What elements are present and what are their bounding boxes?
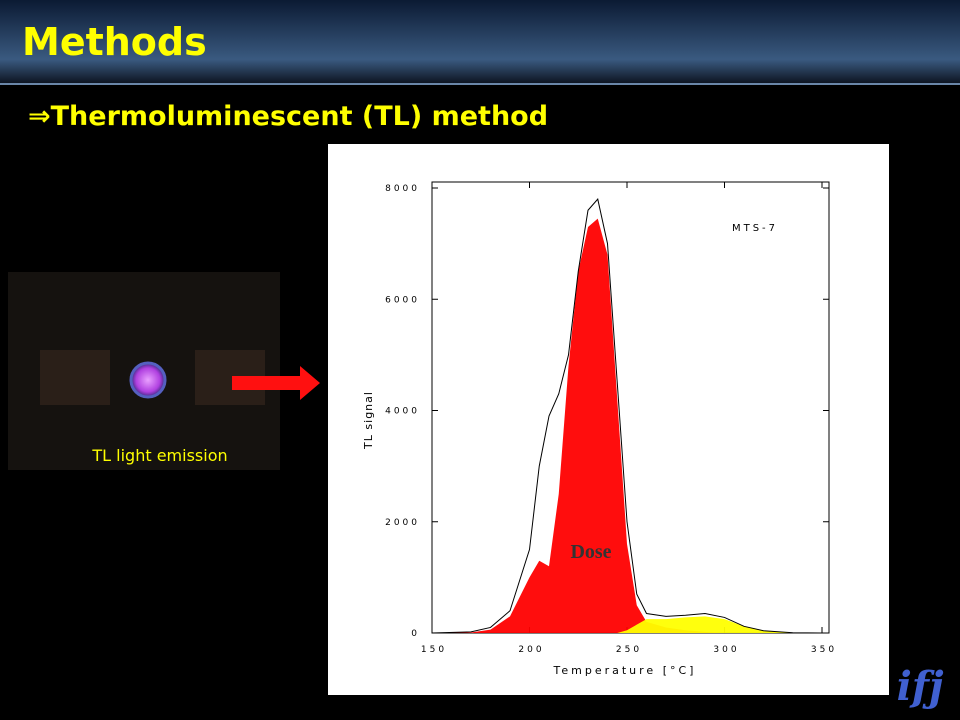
- x-tick-label: 300: [713, 645, 739, 655]
- header-band: [0, 0, 960, 85]
- y-tick-label: 6000: [385, 295, 420, 305]
- photo-caption: TL light emission: [91, 446, 227, 465]
- annotation: Dose: [570, 541, 611, 563]
- title: Methods: [22, 20, 207, 64]
- y-tick-label: 4000: [385, 407, 420, 417]
- subtitle: ⇒Thermoluminescent (TL) method: [28, 101, 548, 132]
- x-tick-label: 250: [616, 645, 642, 655]
- arrow: [232, 366, 320, 400]
- x-tick-label: 200: [518, 645, 544, 655]
- logo: ifj: [897, 663, 944, 710]
- glow-area: [432, 218, 822, 633]
- y-tick-label: 2000: [385, 518, 420, 528]
- tl-emission-glow: [129, 361, 167, 399]
- annotation: MTS-7: [732, 223, 778, 234]
- y-tick-label: 8000: [385, 184, 420, 194]
- x-tick-label: 150: [421, 645, 447, 655]
- y-axis-label: TL signal: [362, 391, 375, 450]
- glow-area: [432, 616, 822, 633]
- glow-line: [431, 198, 823, 634]
- x-axis-label: Temperature [°C]: [553, 664, 697, 677]
- photo-detail: [40, 350, 110, 405]
- y-tick-label: 0: [411, 629, 420, 639]
- x-tick-label: 350: [811, 645, 837, 655]
